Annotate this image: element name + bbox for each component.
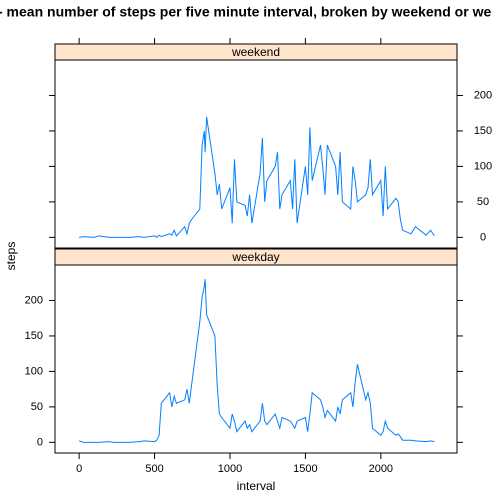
x-tick-label: 0 [76, 463, 82, 475]
y-tick-label: 200 [474, 89, 492, 101]
y-tick-label: 100 [474, 160, 492, 172]
x-tick-label: 1500 [293, 463, 317, 475]
data-line [79, 116, 435, 239]
panel [54, 59, 458, 249]
x-axis-label: interval [237, 479, 276, 493]
y-axis-label: steps [4, 242, 18, 271]
panel [54, 264, 458, 454]
data-line [78, 279, 435, 443]
x-tick-label: 2000 [369, 463, 393, 475]
y-tick-label: 0 [37, 436, 43, 448]
strip-label: weekend [231, 45, 280, 59]
x-tick-label: 1000 [218, 463, 242, 475]
strip-label: weekday [231, 250, 279, 264]
y-tick-label: 200 [25, 294, 43, 306]
y-tick-label: 50 [31, 401, 43, 413]
y-tick-label: 50 [477, 196, 489, 208]
y-tick-label: 100 [25, 365, 43, 377]
chart-title: - mean number of steps per five minute i… [0, 4, 491, 20]
x-tick-label: 500 [145, 463, 163, 475]
y-tick-label: 150 [474, 125, 492, 137]
y-tick-label: 0 [480, 231, 486, 243]
y-tick-label: 150 [25, 330, 43, 342]
